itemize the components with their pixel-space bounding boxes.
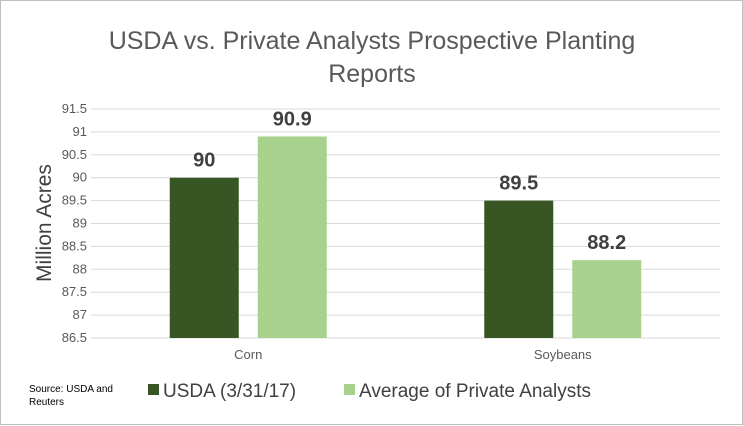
y-tick-label: 89 — [73, 216, 87, 231]
source-note-line-2: Reuters — [29, 397, 64, 408]
data-label: 88.2 — [587, 232, 626, 254]
bar — [257, 136, 327, 338]
y-tick-label: 88.5 — [62, 238, 87, 253]
data-label: 89.5 — [499, 173, 538, 195]
y-tick-label: 89.5 — [62, 193, 87, 208]
y-tick-label: 90 — [73, 170, 87, 185]
y-tick-label: 87 — [73, 307, 87, 322]
bar — [484, 200, 554, 338]
y-tick-label: 90.5 — [62, 147, 87, 162]
bar — [572, 260, 642, 338]
legend-label-usda: USDA (3/31/17) — [163, 381, 296, 402]
y-tick-label: 91 — [73, 124, 87, 139]
bars — [169, 136, 642, 338]
y-tick-label: 86.5 — [62, 330, 87, 345]
legend: USDA (3/31/17) Average of Private Analys… — [148, 381, 591, 402]
x-axis-ticks: Corn Soybeans — [234, 347, 592, 362]
data-labels: 90 90.9 89.5 88.2 — [193, 108, 626, 254]
y-tick-label: 87.5 — [62, 284, 87, 299]
chart-title-line-1: USDA vs. Private Analysts Prospective Pl… — [109, 27, 636, 55]
data-label: 90.9 — [273, 108, 312, 130]
legend-label-private-analysts: Average of Private Analysts — [359, 381, 591, 402]
y-axis-label: Million Acres — [33, 164, 56, 282]
y-tick-label: 88 — [73, 261, 87, 276]
data-label: 90 — [193, 150, 215, 172]
legend-swatch-usda — [148, 384, 159, 395]
x-tick-label: Soybeans — [534, 347, 592, 362]
y-axis-ticks: 86.5 87 87.5 88 88.5 89 89.5 90 90.5 91 91.5 — [62, 101, 87, 345]
x-tick-label: Corn — [234, 347, 262, 362]
chart-title-line-2: Reports — [328, 60, 416, 88]
legend-swatch-private-analysts — [344, 384, 355, 395]
bar — [169, 177, 239, 338]
source-note-line-1: Source: USDA and — [29, 384, 113, 395]
y-tick-label: 91.5 — [62, 101, 87, 116]
